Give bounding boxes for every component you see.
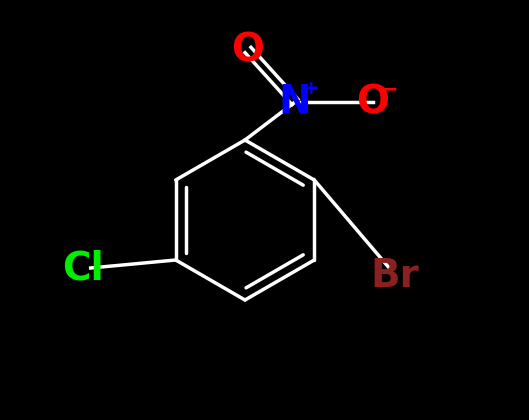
Text: Br: Br xyxy=(370,257,418,295)
Text: O: O xyxy=(357,83,389,121)
Text: Cl: Cl xyxy=(62,249,104,287)
Text: O: O xyxy=(232,31,264,69)
Text: −: − xyxy=(380,79,398,99)
Text: N: N xyxy=(279,83,311,121)
Text: +: + xyxy=(303,79,319,99)
